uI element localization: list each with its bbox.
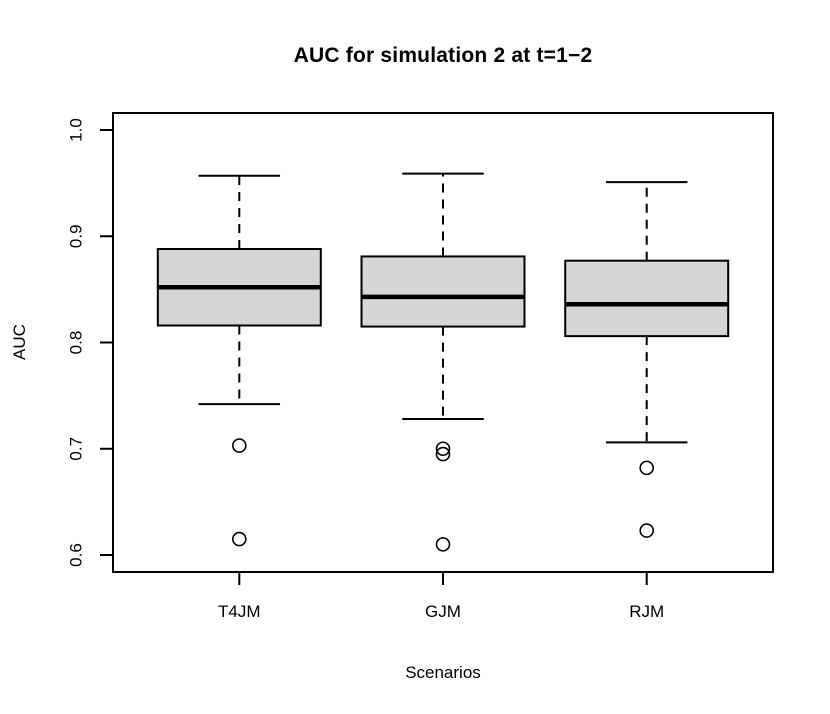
outlier-T4JM-1 [231,531,247,547]
outlier-RJM-0 [639,460,655,476]
y-tick-label-0.8: 0.8 [66,331,85,355]
outlier-T4JM-0 [231,438,247,453]
y-tick-label-0.7: 0.7 [66,437,85,461]
x-tick-label-GJM: GJM [425,602,461,621]
chart-title: AUC for simulation 2 at t=1−2 [293,44,593,67]
box-RJM [564,259,730,338]
x-tick-label-RJM: RJM [629,602,664,621]
x-tick-label-T4JM: T4JM [218,602,261,621]
outlier-RJM-1 [639,523,655,538]
box-GJM [360,255,526,328]
x-axis-label: Scenarios [405,663,481,682]
outlier-GJM-1 [435,446,451,462]
y-tick-label-0.9: 0.9 [66,224,85,248]
y-axis-label-text: AUC [10,324,29,360]
y-tick-label-1.0: 1.0 [66,118,85,142]
y-tick-label-0.6: 0.6 [66,543,85,567]
outlier-GJM-2 [435,537,451,552]
outlier-GJM-0 [435,441,451,457]
